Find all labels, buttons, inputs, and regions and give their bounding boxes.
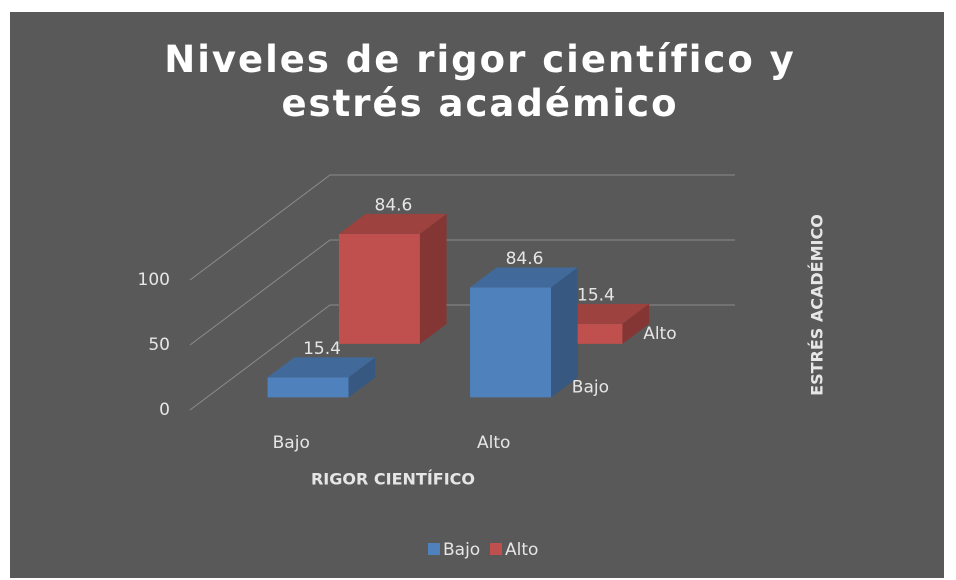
bar-side [419, 213, 447, 344]
data-label: 84.6 [506, 249, 544, 269]
chart-title: Niveles de rigor científico y estrés aca… [164, 38, 796, 125]
z-tick-label: Bajo [572, 377, 609, 397]
bar [338, 213, 447, 344]
bar [470, 267, 578, 398]
x-tick-label: Bajo [273, 433, 310, 453]
legend-label: Bajo [443, 540, 480, 560]
x-axis-label: RIGOR CIENTÍFICO [311, 470, 475, 489]
bar-top [470, 267, 578, 288]
y-tick-label: 0 [159, 400, 170, 420]
legend-label: Alto [505, 540, 538, 560]
grid-line [189, 174, 735, 281]
bar-front [267, 377, 349, 398]
x-tick-label: Alto [477, 433, 510, 453]
grid-line [189, 239, 735, 346]
y-tick-label: 100 [138, 270, 170, 290]
bar [267, 357, 376, 398]
legend-swatch [490, 543, 502, 555]
bar-front [338, 233, 420, 344]
z-tick-label: Alto [643, 324, 676, 344]
y-tick-label: 50 [148, 335, 170, 355]
bar-side [348, 357, 376, 398]
bar-side [622, 303, 650, 344]
data-label: 84.6 [375, 195, 413, 215]
bar-top [267, 357, 376, 378]
bar-side [551, 267, 578, 398]
z-axis-label: ESTRÉS ACADÉMICO [808, 214, 827, 396]
bar-top [338, 213, 447, 234]
legend-swatch [428, 543, 440, 555]
data-label: 15.4 [303, 339, 341, 359]
data-label: 15.4 [577, 285, 615, 305]
bar-front [470, 287, 552, 398]
